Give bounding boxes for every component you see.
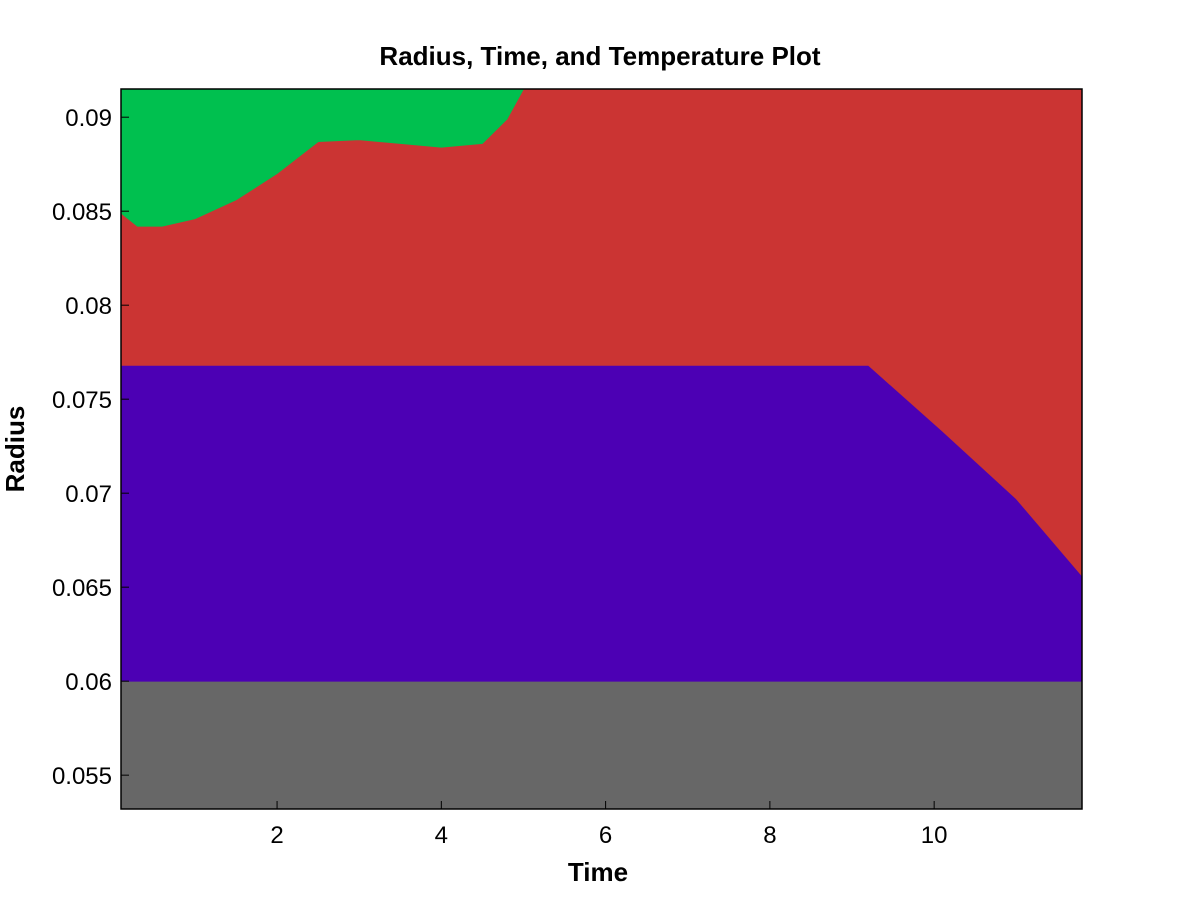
x-tick-label: 6 [599,822,612,849]
y-tick-label: 0.08 [65,293,112,320]
x-tick-label: 8 [763,822,776,849]
y-tick-label: 0.085 [52,199,112,226]
plot-area-frame [120,88,1083,810]
y-axis-label: Radius [0,406,30,493]
y-tick-label: 0.06 [65,669,112,696]
x-axis-ticks: 2 4 6 8 10 [270,801,948,849]
x-axis-label: Time [568,857,628,887]
y-tick-label: 0.065 [52,575,112,602]
x-tick-label: 4 [435,822,448,849]
y-tick-label: 0.07 [65,481,112,508]
x-tick-label: 2 [270,822,283,849]
y-tick-label: 0.075 [52,387,112,414]
temperature-region-1 [120,680,1083,810]
temperature-regions [120,88,1083,810]
y-tick-label: 0.09 [65,105,112,132]
y-axis-ticks: 0.055 0.06 0.065 0.07 0.075 0.08 0.085 0.09 [52,105,129,790]
y-tick-label: 0.055 [52,763,112,790]
chart-title: Radius, Time, and Temperature Plot [379,41,820,71]
x-tick-label: 10 [921,822,948,849]
